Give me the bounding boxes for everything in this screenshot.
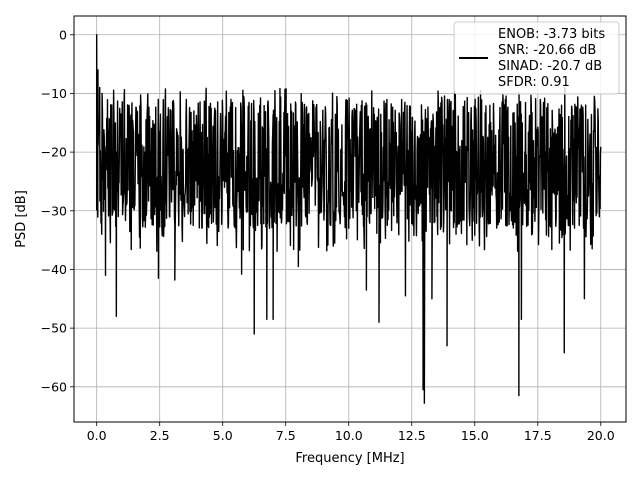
y-tick-label: −40 [41,262,67,277]
y-tick-label: −30 [41,203,67,218]
x-tick-label: 12.5 [398,428,426,443]
y-tick-label: −20 [41,145,67,160]
plot-frame [73,15,627,423]
y-axis-label: PSD [dB] [14,190,29,248]
y-axis-ticks: 0 −10 −20 −30 −40 −50 −60 [41,27,74,394]
legend: ENOB: -3.73 bits SNR: -20.66 dB SINAD: -… [453,21,620,95]
x-tick-label: 2.5 [150,428,170,443]
x-tick-label: 15.0 [461,428,489,443]
legend-sfdr: SFDR: 0.91 [498,75,570,90]
x-tick-label: 7.5 [276,428,296,443]
y-tick-label: −10 [41,86,67,101]
y-tick-label: −60 [41,379,67,394]
legend-enob: ENOB: -3.73 bits [498,27,605,42]
psd-line [95,34,602,404]
x-axis-ticks: 0.0 2.5 5.0 7.5 10.0 12.5 15.0 17.5 20.0 [87,422,615,443]
y-tick-label: −50 [41,321,67,336]
x-tick-label: 10.0 [335,428,363,443]
legend-box [453,21,620,95]
legend-sinad: SINAD: -20.7 dB [498,59,602,74]
x-axis-label: Frequency [MHz] [295,451,404,466]
x-tick-label: 17.5 [524,428,552,443]
x-tick-label: 5.0 [213,428,233,443]
x-tick-label: 20.0 [587,428,615,443]
y-tick-label: 0 [59,27,67,42]
x-tick-label: 0.0 [87,428,107,443]
psd-series [95,34,602,404]
legend-snr: SNR: -20.66 dB [498,43,596,58]
